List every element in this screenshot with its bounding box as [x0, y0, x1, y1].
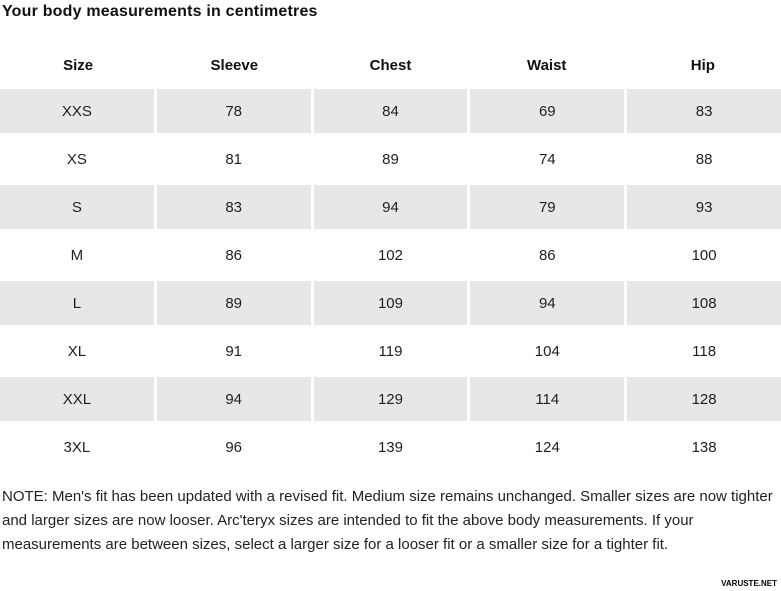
table-cell: 93: [627, 185, 781, 229]
table-cell: 109: [313, 281, 468, 325]
table-cell: 118: [627, 329, 781, 373]
table-cell: 138: [627, 425, 781, 469]
table-cell: 83: [627, 89, 781, 133]
table-row-xxs: XXS 78 84 69 83: [0, 89, 781, 133]
table-cell: XXS: [0, 89, 154, 133]
table-cell: 89: [313, 137, 468, 181]
table-cell: M: [0, 233, 154, 277]
table-cell: 91: [156, 329, 311, 373]
header-size: Size: [63, 56, 94, 74]
table-cell: 81: [156, 137, 311, 181]
table-cell: 78: [156, 89, 311, 133]
table-row-m: M 86 102 86 100: [0, 233, 781, 277]
table-cell: 104: [470, 329, 625, 373]
table-cell: 86: [470, 233, 625, 277]
table-cell: 96: [156, 425, 311, 469]
table-cell: 84: [313, 89, 468, 133]
table-cell: 79: [470, 185, 625, 229]
fit-note-text: NOTE: Men's fit has been updated with a …: [2, 488, 773, 553]
table-cell: 129: [313, 377, 468, 421]
table-row-xxl: XXL 94 129 114 128: [0, 377, 781, 421]
table-cell: 89: [156, 281, 311, 325]
size-chart-table: Size Sleeve Chest Waist Hip XXS 78 84 69…: [0, 49, 781, 469]
table-cell: 94: [313, 185, 468, 229]
table-cell: XXL: [0, 377, 154, 421]
table-cell: 94: [156, 377, 311, 421]
table-cell: 124: [470, 425, 625, 469]
header-sleeve: Sleeve: [210, 56, 259, 74]
table-cell: 69: [470, 89, 625, 133]
table-cell: 94: [470, 281, 625, 325]
table-row-xs: XS 81 89 74 88: [0, 137, 781, 181]
header-waist: Waist: [526, 56, 567, 74]
table-cell: 88: [627, 137, 781, 181]
table-cell: 3XL: [0, 425, 154, 469]
table-row-3xl: 3XL 96 139 124 138: [0, 425, 781, 469]
table-row-xl: XL 91 119 104 118: [0, 329, 781, 373]
table-row-l: L 89 109 94 108: [0, 281, 781, 325]
table-cell: 108: [627, 281, 781, 325]
table-cell: S: [0, 185, 154, 229]
table-cell: 83: [156, 185, 311, 229]
table-cell: 139: [313, 425, 468, 469]
table-cell: 74: [470, 137, 625, 181]
table-cell: 114: [470, 377, 625, 421]
header-hip: Hip: [690, 56, 715, 74]
page-title: Your body measurements in centimetres: [2, 3, 318, 20]
table-cell: L: [0, 281, 154, 325]
header-chest: Chest: [369, 56, 412, 74]
table-cell: 102: [313, 233, 468, 277]
table-cell: XL: [0, 329, 154, 373]
table-cell: 128: [627, 377, 781, 421]
table-header-row: Size Sleeve Chest Waist Hip: [0, 49, 781, 81]
table-cell: 119: [313, 329, 468, 373]
table-cell: XS: [0, 137, 154, 181]
table-cell: 86: [156, 233, 311, 277]
table-cell: 100: [627, 233, 781, 277]
table-row-s: S 83 94 79 93: [0, 185, 781, 229]
varuste-net-watermark: VARUSTE.NET: [721, 579, 777, 588]
